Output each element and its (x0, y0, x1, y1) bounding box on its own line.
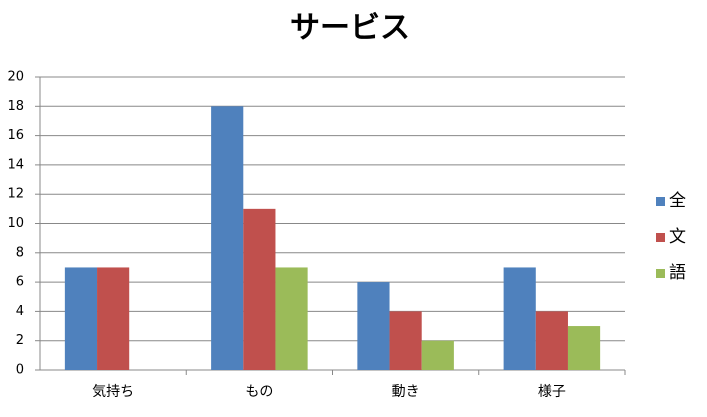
y-tick-label: 4 (16, 304, 24, 319)
bar (567, 326, 601, 370)
bar (275, 267, 308, 370)
legend-swatch (656, 197, 665, 206)
y-tick-label: 16 (7, 128, 24, 143)
legend-swatch (656, 269, 665, 278)
y-tick-label: 2 (16, 333, 24, 348)
legend-label: 語 (669, 263, 686, 283)
bar (211, 106, 244, 371)
x-tick-label: 気持ち (92, 384, 134, 400)
bar (243, 208, 276, 370)
y-tick-label: 14 (7, 157, 24, 172)
bar (421, 340, 454, 370)
bar (357, 282, 390, 370)
x-tick-label: 様子 (538, 384, 566, 400)
y-tick-label: 8 (16, 245, 24, 260)
y-tick-label: 10 (7, 216, 24, 231)
bar (503, 267, 536, 370)
chart-title: サービス (290, 11, 410, 46)
legend-label: 文 (669, 227, 686, 247)
x-tick-label: もの (245, 384, 273, 400)
y-tick-label: 6 (16, 275, 24, 290)
y-tick-label: 18 (7, 99, 24, 114)
y-tick-label: 20 (7, 70, 24, 85)
legend-swatch (656, 233, 665, 242)
bar (97, 267, 130, 370)
bar (389, 311, 422, 370)
bar (64, 267, 98, 370)
x-tick-label: 動き (392, 384, 420, 400)
bar (535, 311, 568, 370)
y-tick-label: 12 (7, 187, 24, 202)
legend-label: 全 (669, 191, 686, 211)
y-tick-label: 0 (16, 363, 24, 378)
